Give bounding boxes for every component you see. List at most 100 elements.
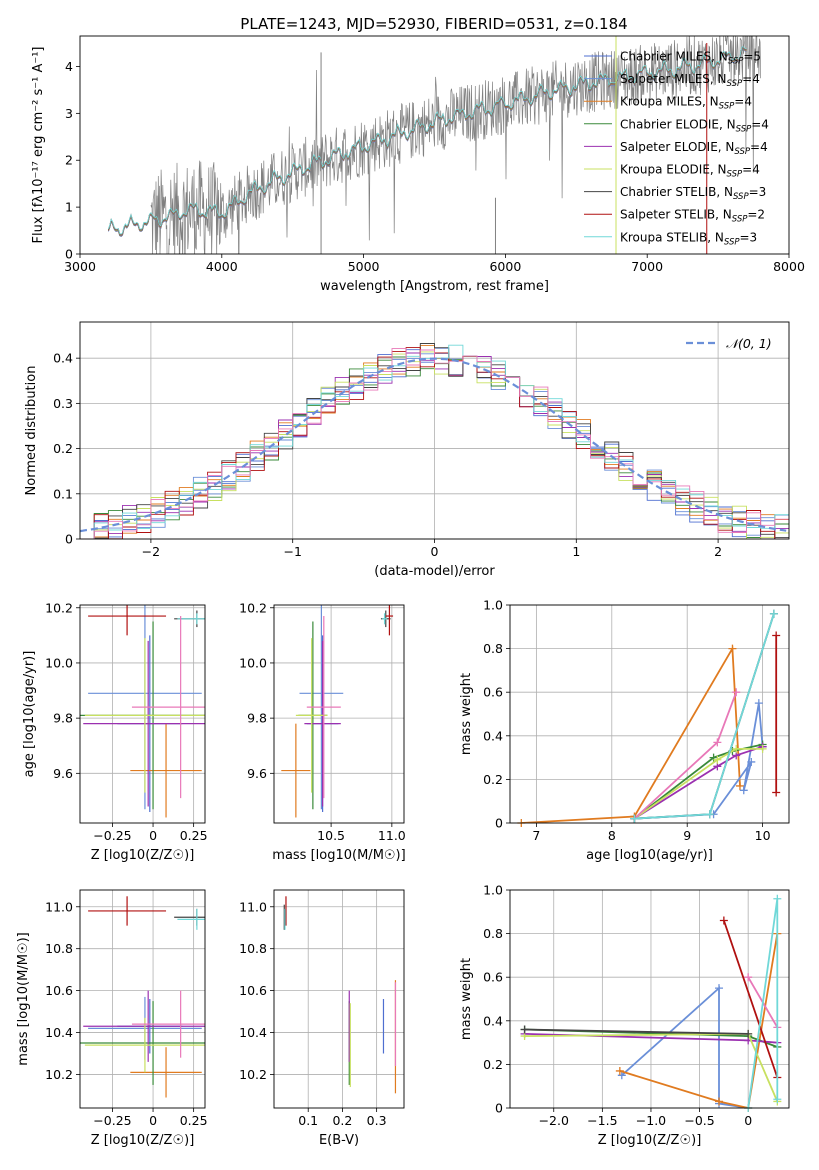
legend-text: =4 <box>734 95 752 109</box>
series-marker <box>713 738 722 747</box>
x-tick-label: −2.0 <box>539 1113 569 1128</box>
panel-residuals: −2 −1 0 1 2 0 0.1 0.2 0.3 0.4 (data-model)/error No… <box>24 321 790 579</box>
panel-age_vs_mass: 10.5 11.0 9.6 9.8 10.0 10.2 mass [log10(M/M☉)] <box>239 600 406 863</box>
x-axis-label: mass [log10(M/M☉)] <box>272 848 405 863</box>
series-marker <box>713 755 722 764</box>
y-tick-label: 0 <box>65 532 73 547</box>
y-axis-label: Flux [fλ10⁻¹⁷ erg cm⁻² s⁻¹ A⁻¹] <box>31 47 46 244</box>
x-axis-label: wavelength [Angstrom, rest frame] <box>320 279 549 294</box>
legend-subscript: SSP <box>727 170 743 180</box>
y-tick-label: 11.0 <box>45 899 73 914</box>
legend-text: Salpeter MILES, N <box>620 72 727 86</box>
y-tick-label: 9.8 <box>53 711 73 726</box>
series-line <box>723 920 779 1078</box>
y-tick-label: 1.0 <box>483 598 503 613</box>
x-axis-label: Z [log10(Z/Z☉)] <box>91 1133 195 1148</box>
legend-subscript: SSP <box>727 79 743 89</box>
y-tick-label: 11.0 <box>239 899 267 914</box>
panel-weight_vs_Z: −2.0 −1.5 −1.0 −0.5 0 0 0.2 0.4 0.6 0.8 1.0 Z [log1… <box>459 883 790 1148</box>
y-tick-label: 10.8 <box>239 941 267 956</box>
x-tick-label: 0 <box>431 544 439 559</box>
series-marker <box>630 814 639 823</box>
panel-mass_vs_EBV: 0.1 0.2 0.3 10.2 10.4 10.6 10.8 11.0 E(B-V) <box>239 889 405 1148</box>
legend-text: Kroupa MILES, N <box>620 95 719 109</box>
y-tick-label: 10.6 <box>239 983 267 998</box>
x-axis-label: Z [log10(Z/Z☉)] <box>598 1133 702 1148</box>
series-marker <box>705 810 714 819</box>
series-marker <box>744 973 753 982</box>
x-tick-label: 4000 <box>206 259 238 274</box>
x-axis-label: Z [log10(Z/Z☉)] <box>91 848 195 863</box>
y-tick-label: 10.0 <box>45 655 73 670</box>
y-tick-label: 0.6 <box>483 685 503 700</box>
axes-frame <box>79 604 206 824</box>
y-tick-label: 0.1 <box>53 486 73 501</box>
y-axis-label: mass weight <box>459 958 474 1040</box>
series-marker <box>728 644 737 653</box>
series-marker <box>735 781 744 790</box>
axes-frame <box>273 604 405 824</box>
series-marker <box>773 1095 782 1104</box>
x-tick-label: −0.25 <box>93 828 131 843</box>
y-tick-label: 10.0 <box>239 655 267 670</box>
legend-subscript: SSP <box>719 102 735 112</box>
spectrum-data-line <box>150 36 761 254</box>
x-tick-label: 10.5 <box>317 828 345 843</box>
series-marker <box>754 699 763 708</box>
y-tick-label: 0.4 <box>483 728 503 743</box>
series-marker <box>769 609 778 618</box>
histogram-step <box>80 348 789 539</box>
legend-text: =4 <box>751 117 769 131</box>
legend-text: Kroupa STELIB, N <box>620 230 724 244</box>
x-tick-label: 3000 <box>64 259 96 274</box>
spectrum-model-line <box>107 46 747 235</box>
legend-text: Chabrier MILES, N <box>620 50 728 64</box>
axes-frame <box>79 889 206 1109</box>
y-tick-label: 3 <box>65 106 73 121</box>
panels: 3000 4000 5000 6000 7000 800001234wavelength … <box>16 35 805 1148</box>
x-tick-label: −1.5 <box>587 1113 617 1128</box>
x-axis-label: age [log10(age/yr)] <box>586 848 713 863</box>
y-tick-label: 10.2 <box>45 600 73 615</box>
y-tick-label: 0.3 <box>53 396 73 411</box>
legend-label: Chabrier MILES, NSSP=5 <box>620 50 761 67</box>
x-tick-label: 10 <box>755 828 771 843</box>
y-tick-label: 0.4 <box>53 351 73 366</box>
legend-text: =5 <box>743 50 761 64</box>
y-tick-label: 0.6 <box>483 970 503 985</box>
legend-label: 𝒩(0, 1) <box>726 336 772 351</box>
x-tick-label: 11.0 <box>378 828 406 843</box>
x-tick-label: 0.25 <box>180 828 208 843</box>
legend-label: Salpeter STELIB, NSSP=2 <box>620 208 765 225</box>
y-tick-label: 10.4 <box>239 1025 267 1040</box>
x-tick-label: 0.3 <box>367 1113 387 1128</box>
panel-mass_vs_Z: −0.25 0 0.25 10.2 10.4 10.6 10.8 11.0 Z [log10(Z… <box>16 889 208 1148</box>
y-tick-label: 0 <box>495 1101 503 1116</box>
legend-text: =3 <box>749 185 767 199</box>
legend-text: Kroupa ELODIE, N <box>620 163 727 177</box>
histogram-step <box>80 343 789 539</box>
series-marker <box>617 1071 626 1080</box>
y-tick-label: 0.2 <box>483 1057 503 1072</box>
y-tick-label: 10.4 <box>45 1025 73 1040</box>
series-marker <box>732 744 741 753</box>
x-axis-label: E(B-V) <box>319 1133 359 1148</box>
legend-text: =3 <box>740 230 758 244</box>
y-tick-label: 10.8 <box>45 941 73 956</box>
legend-text: Chabrier ELODIE, N <box>620 117 736 131</box>
x-tick-label: 8000 <box>773 259 805 274</box>
x-axis-label: (data-model)/error <box>374 564 495 579</box>
series-marker <box>773 894 782 903</box>
series-line <box>521 645 741 823</box>
axes-frame <box>79 35 790 255</box>
y-axis-label: age [log10(age/yr)] <box>22 651 37 778</box>
y-tick-label: 0 <box>65 247 73 262</box>
x-tick-label: 0.25 <box>180 1113 208 1128</box>
legend-text: Salpeter STELIB, N <box>620 208 732 222</box>
legend-label: Chabrier ELODIE, NSSP=4 <box>620 117 769 134</box>
legend-text: =4 <box>742 72 760 86</box>
x-tick-label: 0 <box>149 1113 157 1128</box>
y-tick-label: 1 <box>65 200 73 215</box>
legend-label: Kroupa MILES, NSSP=4 <box>620 95 752 112</box>
